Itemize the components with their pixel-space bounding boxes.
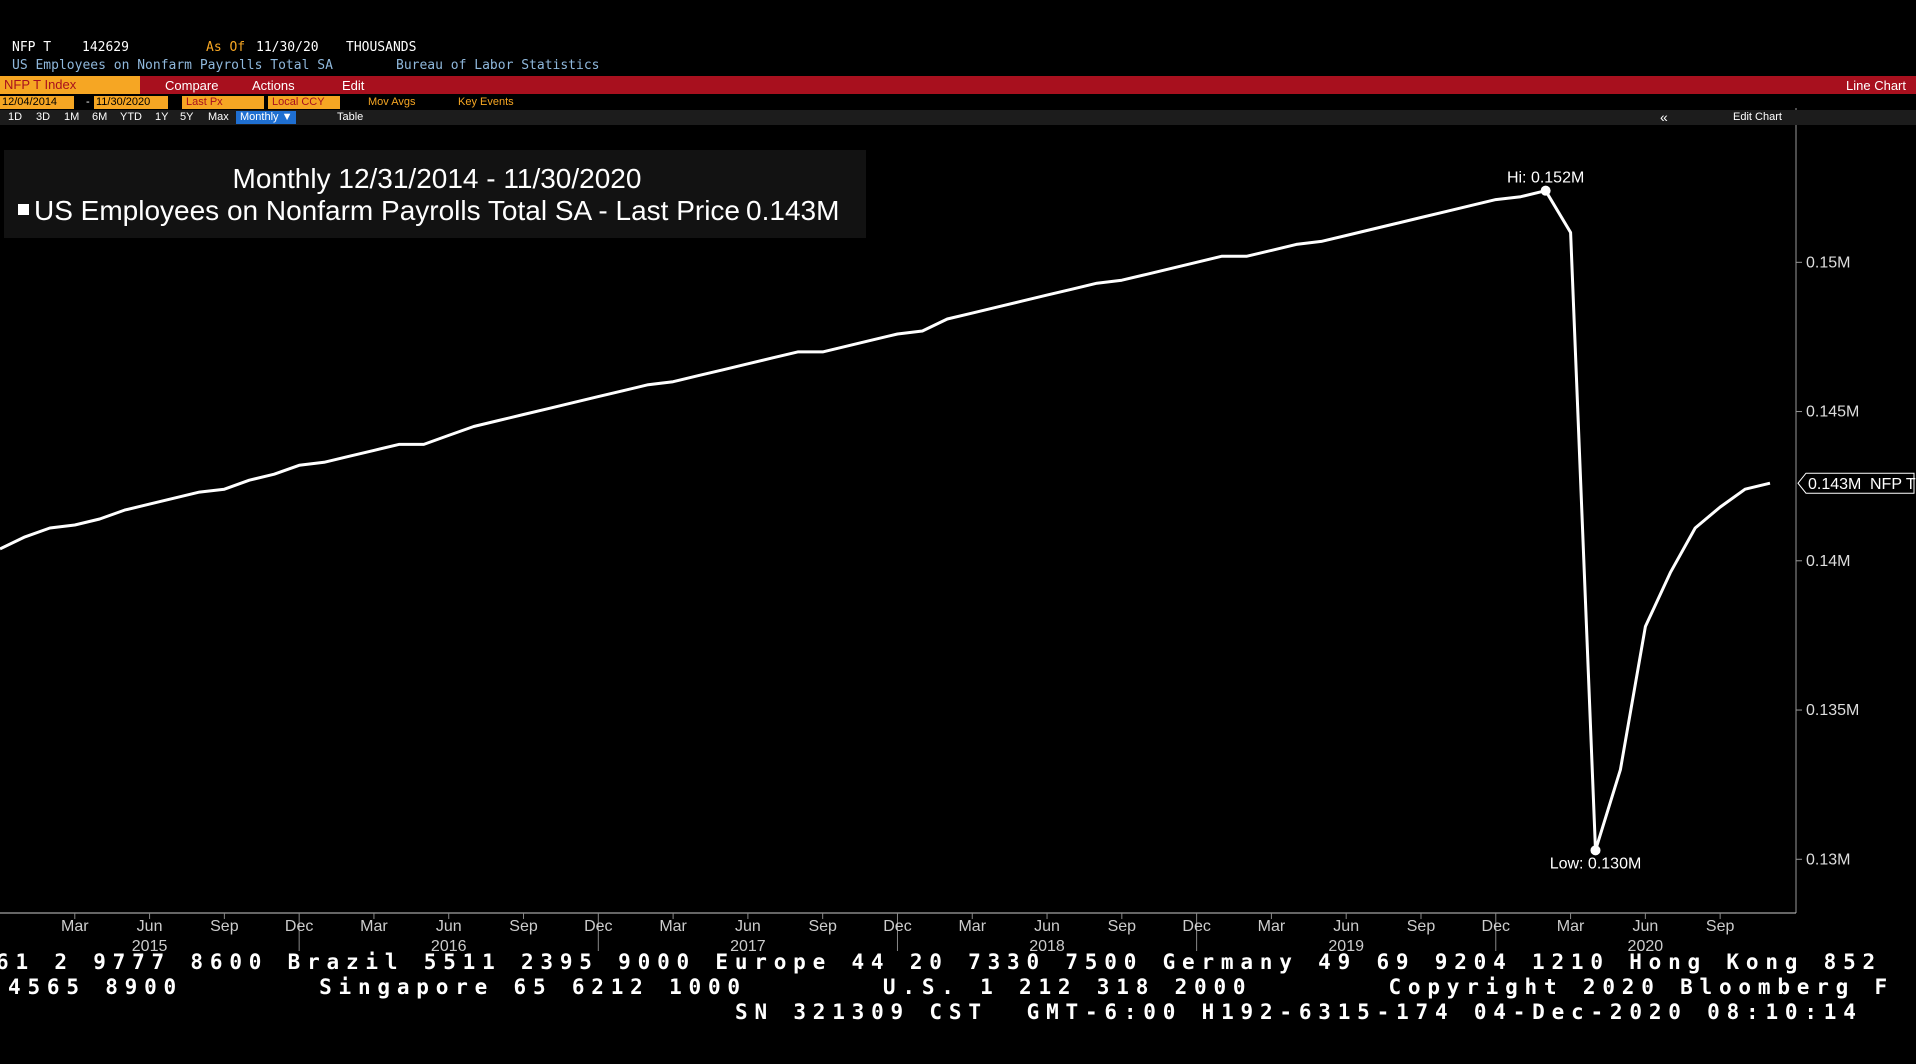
end-date[interactable]: 11/30/2020 [94,96,168,109]
edit-chart-button[interactable]: Edit Chart [1733,111,1782,123]
x-tick-label: Sep [509,918,538,935]
as-of-date: 11/30/20 [256,40,319,55]
x-tick-label: Mar [958,918,986,935]
range-button[interactable]: 1D [8,111,23,123]
x-tick-label: Mar [360,918,388,935]
chart-title: Monthly 12/31/2014 - 11/30/2020 [233,163,642,194]
footer-line: 61 2 9777 8600 Brazil 5511 2395 9000 Eur… [0,950,1882,974]
range-button[interactable]: 3D [36,111,51,123]
last-price-label: 0.143M [1808,476,1861,493]
x-tick-label: Sep [1706,918,1735,935]
x-tick-label: Jun [1034,918,1060,935]
ticker: NFP T [12,40,52,55]
y-tick-label: 0.135M [1806,702,1859,719]
description: US Employees on Nonfarm Payrolls Total S… [12,58,333,73]
range-button[interactable]: 1Y [155,111,169,123]
toolbar [0,76,1916,94]
compare-button[interactable]: Compare [165,78,219,93]
source: Bureau of Labor Statistics [396,58,600,73]
start-date[interactable]: 12/04/2014 [0,96,74,109]
x-tick-label: Mar [1557,918,1585,935]
field-select[interactable]: Last Px [182,96,264,109]
edit-button[interactable]: Edit [342,78,365,93]
y-tick-label: 0.14M [1806,553,1850,570]
year-label: 2019 [1328,938,1364,955]
x-tick-label: Sep [210,918,239,935]
x-tick-label: Dec [1182,918,1210,935]
as-of-label: As Of [206,40,246,55]
x-tick-label: Mar [659,918,687,935]
x-tick-label: Sep [1407,918,1436,935]
x-tick-label: Dec [584,918,612,935]
x-tick-label: Jun [735,918,761,935]
last-price-tag [1797,472,1915,494]
y-tick-label: 0.13M [1806,851,1850,868]
range-button[interactable]: 5Y [180,111,194,123]
security-input[interactable]: NFP T Index [0,76,140,94]
x-tick-label: Sep [1108,918,1137,935]
x-tick-label: Dec [285,918,313,935]
last-price-ticker: NFP T [1870,476,1916,493]
last-value: 142629 [82,40,129,55]
range-button[interactable]: 1M [64,111,80,123]
view-label: Line Chart [1846,78,1906,93]
x-tick-label: Jun [1333,918,1359,935]
x-tick-label: Jun [1632,918,1658,935]
frequency-select[interactable]: Monthly ▼ [236,111,297,124]
year-label: 2015 [132,938,168,955]
collapse-button[interactable]: « [1660,109,1668,125]
mov-avgs[interactable]: Mov Avgs [368,96,416,108]
footer-line: 4565 8900 Singapore 65 6212 1000 U.S. 1 … [8,975,1894,999]
year-label: 2016 [431,938,467,955]
x-tick-label: Sep [808,918,837,935]
footer-line: SN 321309 CST GMT-6:00 H192-6315-174 04-… [735,1000,1863,1024]
y-tick-label: 0.145M [1806,404,1859,421]
x-tick-label: Jun [137,918,163,935]
data-line [0,189,1771,852]
legend-box [4,150,866,238]
hi-marker [1540,185,1551,196]
range-button[interactable]: Max [208,111,229,123]
year-label: 2020 [1628,938,1664,955]
units: THOUSANDS [346,40,417,55]
key-events[interactable]: Key Events [458,96,514,108]
y-tick-label: 0.15M [1806,254,1850,271]
x-tick-label: Mar [61,918,89,935]
x-tick-label: Mar [1258,918,1286,935]
x-tick-label: Dec [883,918,911,935]
range-bar [0,110,1916,125]
legend-last-price: 0.143M [746,195,839,226]
range-button[interactable]: YTD [120,111,142,123]
currency-select[interactable]: Local CCY [268,96,340,109]
x-tick-label: Dec [1482,918,1510,935]
range-button[interactable]: 6M [92,111,108,123]
date-separator: - [86,96,90,108]
table-button[interactable]: Table [337,111,364,123]
year-label: 2018 [1029,938,1065,955]
low-label: Low: 0.130M [1550,855,1642,872]
year-label: 2017 [730,938,766,955]
low-marker [1590,845,1601,856]
x-tick-label: Jun [436,918,462,935]
legend-swatch [18,204,29,215]
legend-entry: US Employees on Nonfarm Payrolls Total S… [34,195,740,226]
hi-label: Hi: 0.152M [1507,170,1584,187]
actions-button[interactable]: Actions [252,78,295,93]
